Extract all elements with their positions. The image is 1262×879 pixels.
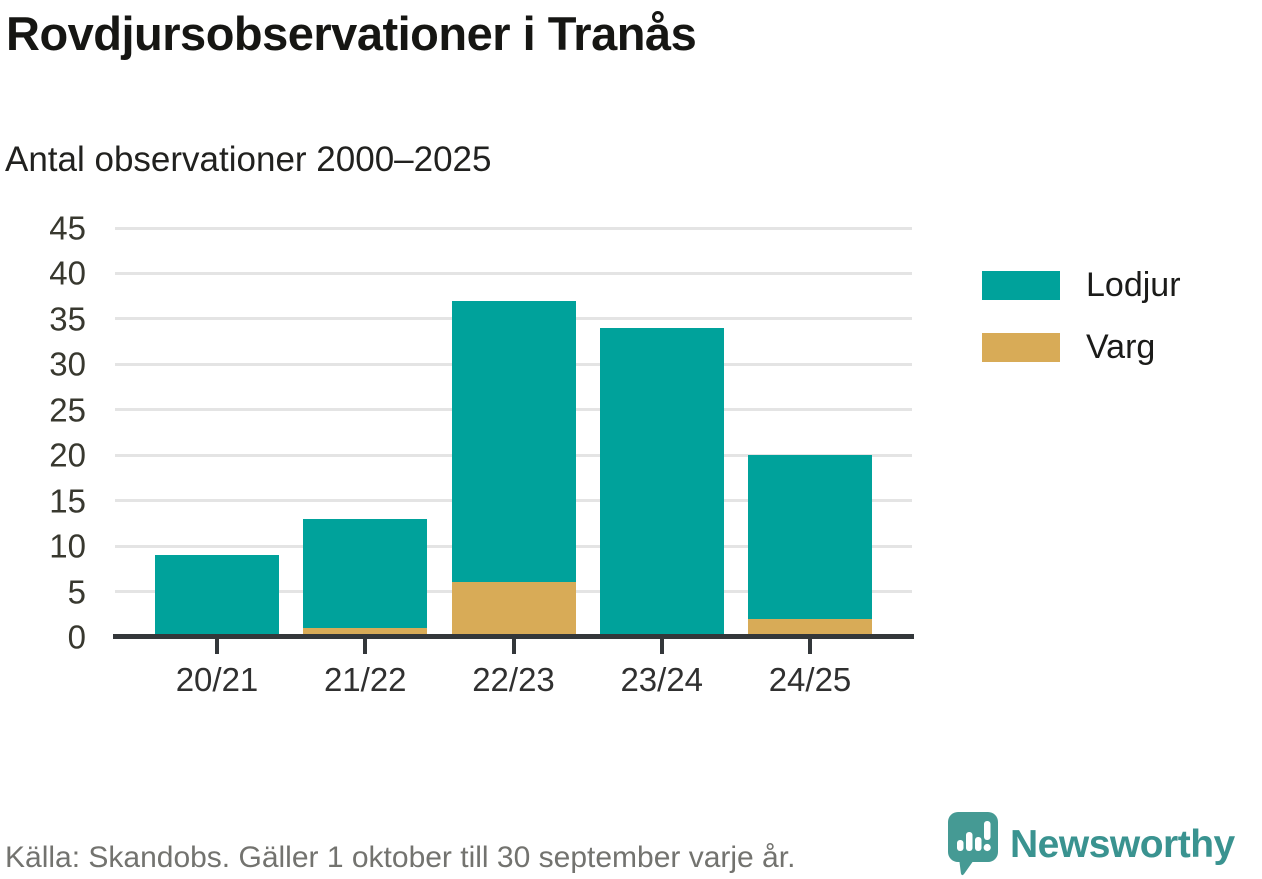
x-axis-tick [511, 639, 516, 654]
plot-area: 20/21 21/22 22/23 23/24 24/25 [113, 226, 914, 698]
chart-subtitle: Antal observationer 2000–2025 [5, 140, 492, 179]
bar-segment-lodjur [303, 518, 428, 628]
legend-swatch-varg [982, 332, 1060, 362]
bar-segment-varg [303, 627, 428, 637]
legend: Lodjur Varg [982, 268, 1181, 392]
x-axis-tick [215, 639, 219, 654]
newsworthy-logo: Newsworthy [948, 812, 1235, 876]
legend-item-varg: Varg [982, 330, 1181, 364]
x-axis-label: 22/23 [472, 661, 555, 698]
legend-item-lodjur: Lodjur [982, 268, 1181, 302]
bar-segment-varg [748, 618, 872, 637]
x-axis-tick [659, 639, 664, 654]
legend-label: Lodjur [1086, 266, 1181, 304]
gridline [115, 271, 912, 275]
x-axis-tick [808, 639, 812, 654]
y-axis-label: 40 [49, 254, 86, 292]
chart-title: Rovdjursobservationer i Tranås [6, 7, 697, 60]
x-axis-label: 21/22 [323, 661, 407, 698]
y-axis-label: 45 [49, 209, 86, 247]
x-axis-tick [363, 639, 368, 654]
y-axis-label: 15 [49, 482, 86, 520]
newsworthy-wordmark: Newsworthy [1010, 822, 1235, 866]
y-axis-labels: 0 5 10 15 20 25 30 35 40 45 [0, 212, 86, 654]
y-axis-label: 5 [67, 573, 86, 611]
x-axis-baseline [113, 634, 914, 639]
bar-segment-lodjur [599, 327, 724, 637]
y-axis-label: 25 [49, 391, 86, 429]
bar-segment-lodjur [155, 555, 279, 637]
bar-segment-lodjur [748, 455, 872, 619]
bar-segment-lodjur [451, 300, 576, 583]
y-axis-label: 0 [67, 618, 86, 656]
x-axis-label: 24/25 [768, 661, 852, 698]
legend-label: Varg [1086, 328, 1156, 366]
newsworthy-icon [948, 812, 998, 876]
bar-segment-varg [451, 582, 576, 637]
x-axis-label: 23/24 [620, 661, 704, 698]
source-note: Källa: Skandobs. Gäller 1 oktober till 3… [5, 841, 796, 874]
x-axis-label: 20/21 [175, 661, 259, 698]
y-axis-label: 30 [49, 345, 86, 383]
legend-swatch-lodjur [982, 270, 1060, 300]
y-axis-label: 10 [49, 527, 86, 565]
y-axis-label: 20 [49, 436, 86, 474]
y-axis-label: 35 [49, 300, 86, 338]
gridline [115, 226, 912, 230]
